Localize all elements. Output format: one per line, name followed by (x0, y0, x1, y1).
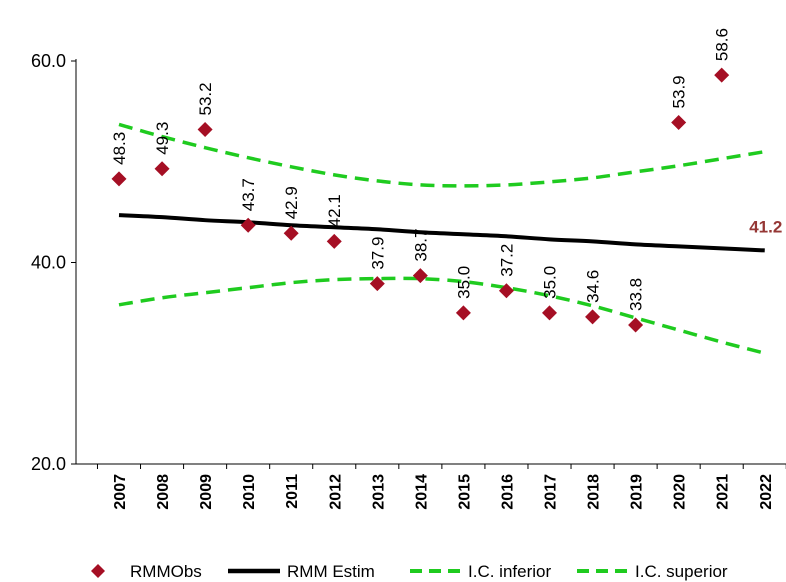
data-labels: 41.2 48.3 49.3 53.2 43.7 42.9 42.1 37.9 38.7 35.0… (110, 28, 782, 311)
data-point (283, 225, 299, 241)
x-tick-label: 2009 (198, 474, 215, 510)
x-tick-label: 2018 (586, 474, 603, 510)
x-tick-label: 2021 (715, 474, 732, 510)
legend-label: RMM Estim (287, 562, 375, 581)
data-point-label: 42.1 (325, 194, 344, 227)
legend-label: I.C. superior (635, 562, 728, 581)
data-point (111, 171, 127, 187)
data-point-label: 34.6 (584, 270, 603, 303)
x-tick-label: 2015 (456, 474, 473, 510)
x-tick-label: 2016 (499, 474, 516, 510)
data-point (197, 122, 213, 138)
x-tick-label: 2012 (327, 474, 344, 510)
data-point (542, 305, 557, 321)
data-point (369, 276, 385, 292)
data-point-label: 53.9 (670, 75, 689, 108)
data-point-label: 37.2 (497, 244, 516, 277)
series-line-i-c-inferior (118, 276, 766, 355)
series-line-rmm-estim (118, 213, 765, 253)
y-tick-label: 20.0 (31, 454, 66, 474)
data-point-label: 58.6 (713, 28, 732, 61)
data-point-label: 37.9 (368, 237, 387, 270)
data-point-label: 48.3 (110, 132, 129, 165)
data-point-label: 53.2 (196, 82, 215, 115)
data-point (585, 309, 601, 325)
data-point-label: 35.0 (541, 266, 560, 299)
series-layer (111, 67, 766, 355)
data-point-label: 49.3 (153, 122, 172, 155)
y-tick-label: 60.0 (31, 51, 66, 71)
x-tick-label: 2007 (112, 474, 129, 510)
x-tick-label: 2014 (413, 474, 430, 510)
end-value-label: 41.2 (749, 217, 782, 236)
x-tick-label: 2013 (370, 474, 387, 510)
x-tick-label: 2022 (758, 474, 775, 510)
x-tick-label: 2010 (241, 474, 258, 510)
legend-label: I.C. inferior (468, 562, 551, 581)
axes: 20.0 40.0 60.0 2007 2008 2009 2010 2011 2012 2013… (31, 51, 786, 510)
legend: RMMObs RMM Estim I.C. inferior I.C. superio… (91, 562, 728, 581)
x-tick-label: 2019 (629, 474, 646, 510)
x-tick-label: 2017 (543, 474, 560, 510)
data-point (714, 67, 730, 83)
legend-label: RMMObs (130, 562, 202, 581)
data-point-label: 38.7 (411, 229, 430, 262)
x-tick-label: 2008 (155, 474, 172, 510)
x-tick-label: 2020 (672, 474, 689, 510)
data-point (326, 233, 342, 249)
data-point (498, 283, 514, 299)
data-point (671, 114, 687, 130)
data-point (240, 217, 256, 233)
data-point (154, 161, 170, 177)
series-line-i-c-superior (118, 122, 766, 188)
data-point (412, 268, 428, 284)
x-tick-label: 2011 (284, 474, 301, 509)
data-point-label: 43.7 (239, 178, 258, 211)
legend-marker-diamond (91, 564, 105, 578)
data-point (628, 317, 644, 333)
y-tick-label: 40.0 (31, 253, 66, 273)
data-point (455, 305, 471, 321)
data-point-label: 35.0 (454, 266, 473, 299)
data-point-label: 42.9 (282, 186, 301, 219)
data-point-label: 33.8 (627, 278, 646, 311)
